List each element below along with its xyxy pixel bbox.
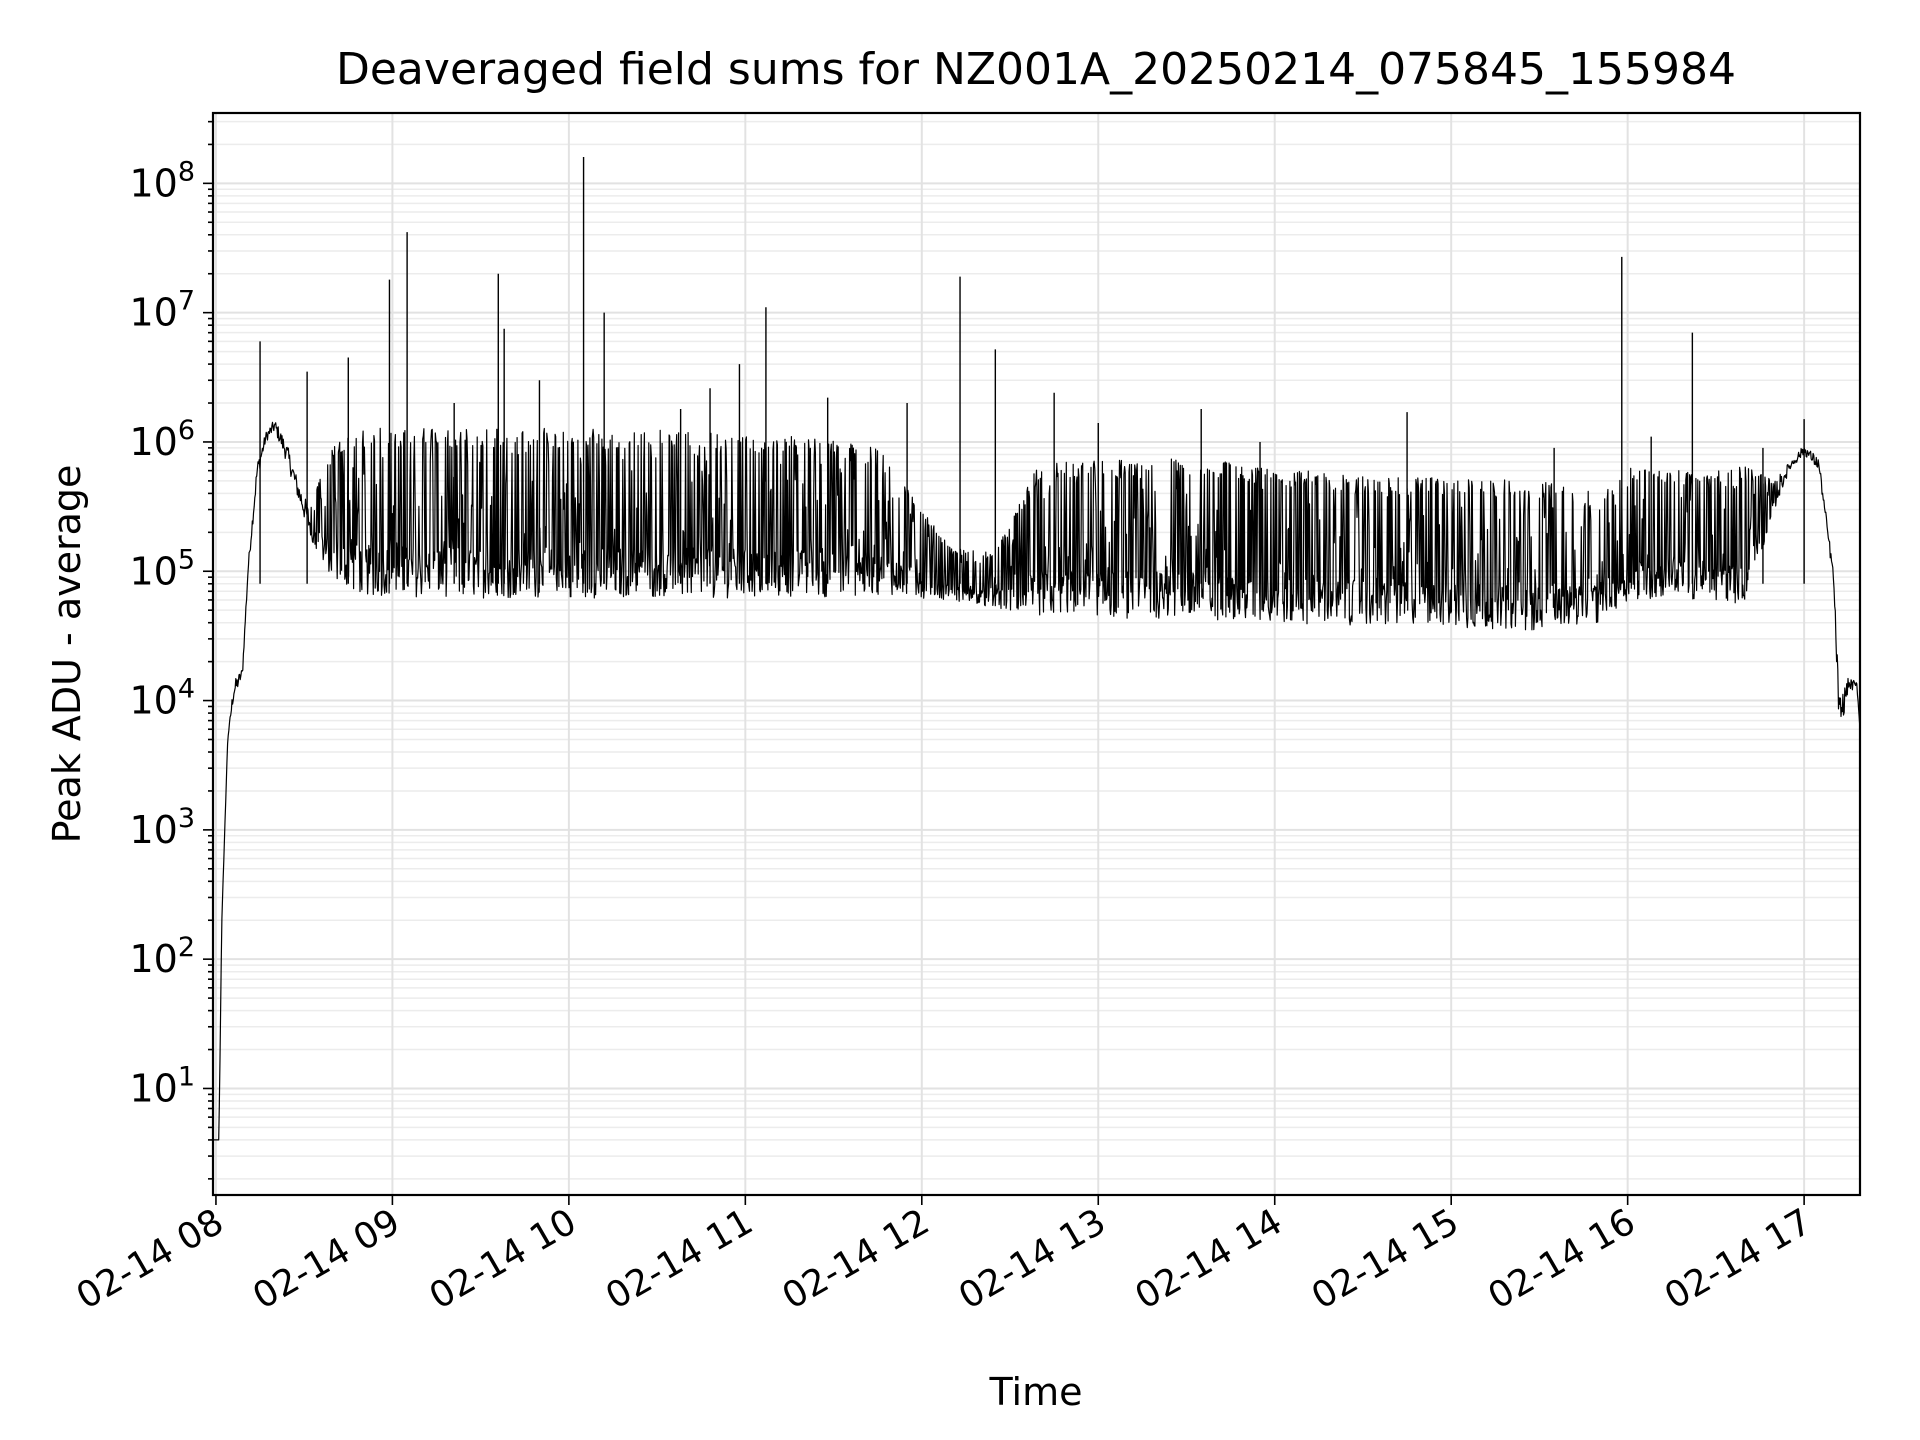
y-axis-label: Peak ADU - average — [45, 465, 89, 844]
spike-group — [259, 156, 1805, 584]
y-tick-label-base: 10 — [129, 808, 177, 852]
y-tick-label: 105 — [129, 544, 195, 593]
y-tick-label-base: 10 — [129, 291, 177, 335]
y-tick-label-exponent: 6 — [178, 415, 195, 446]
y-tick-label-exponent: 3 — [178, 803, 195, 834]
y-tick-label-exponent: 2 — [178, 932, 195, 963]
y-tick-label-exponent: 5 — [178, 544, 195, 575]
y-tick-label: 103 — [129, 803, 195, 852]
y-tick-label-base: 10 — [129, 549, 177, 593]
x-axis-label: Time — [989, 1370, 1083, 1414]
data-layer — [213, 156, 1861, 1141]
y-tick-label: 107 — [129, 286, 195, 335]
y-tick-label-base: 10 — [129, 1066, 177, 1110]
series-line — [213, 421, 1861, 1141]
chart-title: Deaveraged field sums for NZ001A_2025021… — [336, 44, 1736, 95]
y-tick-label: 106 — [129, 415, 195, 464]
plot-frame — [211, 111, 1862, 1197]
y-tick-label: 101 — [129, 1061, 195, 1110]
y-tick-label-base: 10 — [129, 161, 177, 205]
y-tick-label-base: 10 — [129, 937, 177, 981]
y-tick-label-exponent: 7 — [178, 286, 195, 317]
y-tick-label-exponent: 1 — [178, 1061, 195, 1092]
y-tick-label-exponent: 4 — [178, 674, 195, 705]
y-tick-label-base: 10 — [129, 679, 177, 723]
y-tick-label: 102 — [129, 932, 195, 981]
y-tick-label: 108 — [129, 156, 195, 205]
y-tick-label-exponent: 8 — [178, 156, 195, 187]
y-tick-label-base: 10 — [129, 420, 177, 464]
y-tick-label: 104 — [129, 674, 195, 723]
